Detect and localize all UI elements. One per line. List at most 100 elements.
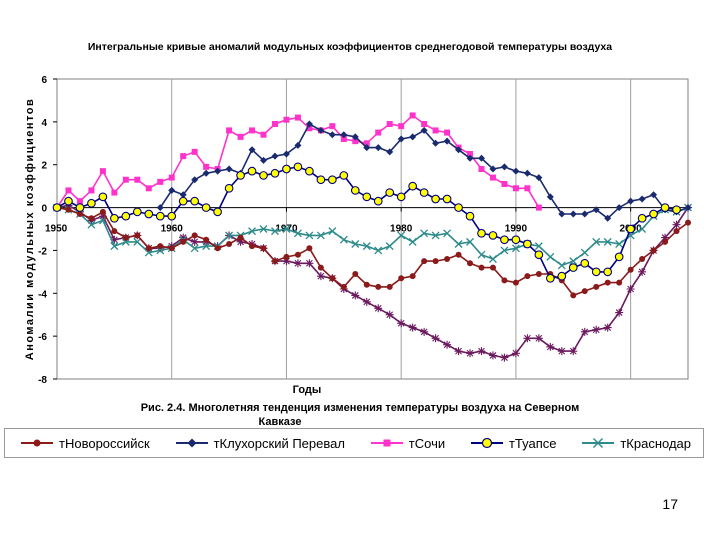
data-point (329, 275, 336, 282)
data-point (283, 253, 290, 260)
data-point (350, 186, 360, 195)
data-point (180, 238, 187, 245)
x-tick-label: 1950 (45, 224, 68, 235)
data-point (465, 211, 475, 221)
data-point (76, 198, 83, 205)
data-point (603, 237, 612, 246)
data-point (477, 154, 485, 162)
data-point (546, 193, 554, 201)
data-point (442, 194, 452, 204)
data-point (305, 166, 314, 176)
data-point (421, 121, 428, 127)
data-point (340, 283, 347, 290)
data-point (155, 211, 165, 221)
data-point (145, 245, 152, 252)
data-point (408, 237, 417, 246)
data-point (534, 334, 543, 343)
data-point (213, 207, 222, 217)
data-point (397, 231, 406, 240)
data-point (190, 237, 199, 246)
data-point (386, 121, 393, 127)
data-point (156, 204, 164, 212)
data-point (190, 196, 200, 206)
data-point (466, 154, 474, 162)
data-point (419, 188, 429, 197)
data-point (134, 176, 141, 183)
data-point (466, 349, 475, 358)
data-point (179, 233, 188, 242)
data-point (75, 203, 85, 212)
data-point (293, 259, 302, 268)
x-tick-label: 1980 (390, 224, 413, 235)
data-point (249, 127, 256, 134)
data-point (248, 227, 256, 236)
data-point (271, 258, 278, 265)
data-point (627, 197, 635, 205)
data-point (534, 250, 544, 260)
data-point (121, 211, 131, 221)
data-point (397, 135, 405, 143)
data-point (121, 237, 130, 246)
data-point (443, 137, 451, 145)
data-point (52, 203, 62, 212)
data-point (409, 133, 417, 141)
data-point (64, 196, 73, 206)
data-point (65, 206, 72, 213)
data-point (489, 264, 496, 271)
data-point (293, 229, 302, 238)
legend-label: тКраснодар (620, 435, 691, 451)
data-point (523, 169, 531, 177)
data-point (627, 266, 634, 273)
data-point (432, 258, 439, 265)
data-point (511, 349, 520, 358)
data-point (626, 224, 635, 234)
y-tick-label: 2 (41, 161, 47, 172)
data-point (568, 263, 578, 272)
data-point (190, 244, 199, 253)
data-point (408, 181, 418, 191)
chart-title: Интегральные кривые аномалий модульных к… (88, 41, 612, 53)
x-tick-label: 1960 (161, 224, 184, 235)
data-point (581, 210, 589, 218)
data-point (339, 235, 348, 244)
data-point (488, 231, 498, 240)
data-point (591, 267, 601, 277)
line-chart: Интегральные кривые аномалий модульных к… (24, 41, 692, 396)
data-point (603, 323, 612, 332)
data-point (352, 271, 359, 277)
data-point (637, 213, 647, 223)
data-point (236, 171, 245, 180)
data-point (168, 186, 176, 194)
data-point (203, 236, 210, 243)
data-point (111, 228, 118, 235)
data-point (328, 227, 337, 236)
figure-caption: Рис. 2.4. Многолетняя тенденция изменени… (140, 402, 580, 414)
data-point (248, 146, 256, 154)
data-point (524, 273, 531, 280)
data-point (398, 123, 405, 130)
data-point (145, 185, 152, 192)
data-point (398, 275, 405, 282)
data-point (489, 174, 496, 181)
data-point (110, 235, 119, 244)
data-point (305, 120, 313, 128)
data-point (260, 131, 267, 138)
data-point (650, 247, 657, 254)
data-point (317, 264, 324, 271)
data-point (638, 195, 646, 203)
data-point (260, 245, 267, 252)
data-point (294, 141, 302, 149)
data-point (500, 163, 508, 171)
data-point (144, 209, 154, 219)
data-point (672, 205, 681, 215)
data-point (385, 310, 394, 319)
data-point (661, 233, 670, 242)
data-point (478, 166, 485, 172)
data-point (99, 168, 106, 175)
y-axis-label: Аномалии модульных коэффициентов (24, 98, 36, 361)
data-point (580, 327, 589, 336)
data-point (271, 152, 279, 160)
data-point (500, 353, 509, 362)
data-point (329, 123, 336, 130)
data-point (535, 204, 542, 211)
